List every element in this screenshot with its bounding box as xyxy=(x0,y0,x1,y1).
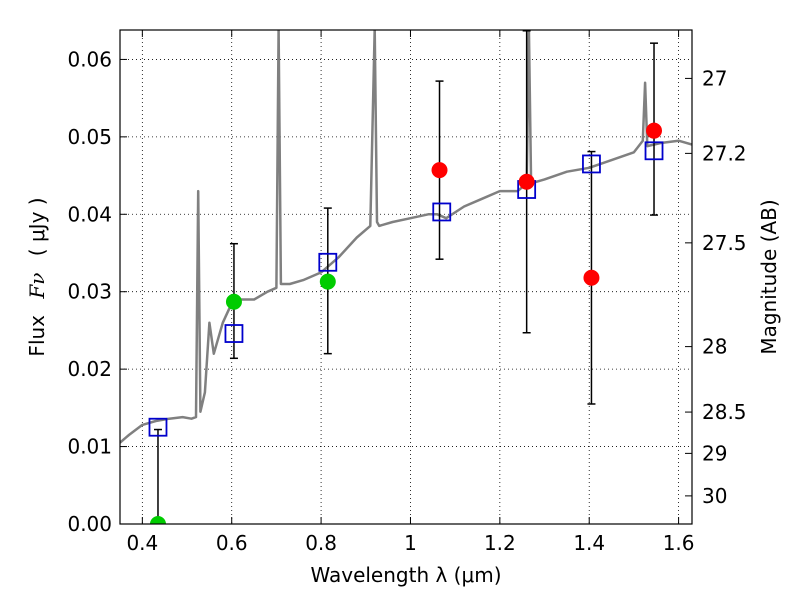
y2-tick-label: 27 xyxy=(702,66,727,90)
y2-axis-label: Magnitude (AB) xyxy=(757,199,781,354)
plot-frame xyxy=(119,29,693,525)
x-tick-label: 0.6 xyxy=(216,531,248,555)
y2-tick-label: 29 xyxy=(702,441,727,465)
marker-layer xyxy=(148,122,664,524)
ticks: 0.4 0.6 0.8 1 1.2 1.4 1.6 0.00 0.01 0.02 0.03 0.04 0… xyxy=(67,30,747,555)
upper-limit-point xyxy=(518,173,535,190)
svg-text:Flux Fν ( μJy ): Flux Fν ( μJy ) xyxy=(25,197,49,356)
y-axis-label-prefix: Flux xyxy=(25,315,49,357)
y-tick-label: 0.02 xyxy=(67,357,112,381)
detection-point xyxy=(225,293,242,310)
upper-limit-point xyxy=(583,269,600,286)
model-flux-square xyxy=(644,141,664,161)
model-flux-square xyxy=(318,252,338,272)
y2-tick-label: 27.5 xyxy=(702,231,747,255)
model-flux-square xyxy=(582,154,601,174)
y2-tick-label: 28.5 xyxy=(702,400,747,424)
y-axis-label-symbol: Fν xyxy=(25,273,49,300)
upper-limit-point xyxy=(431,162,448,179)
y2-tick-label: 27.2 xyxy=(702,141,747,165)
upper-limit-point xyxy=(646,122,663,139)
spectrum-line xyxy=(120,30,692,444)
y-tick-label: 0.00 xyxy=(67,512,112,536)
x-tick-label: 1.6 xyxy=(663,531,695,555)
spectrum-layer xyxy=(120,30,692,444)
y-axis-label: Flux Fν ( μJy ) xyxy=(25,197,49,356)
y-tick-label: 0.04 xyxy=(67,202,112,226)
y-tick-label: 0.03 xyxy=(67,280,112,304)
x-tick-label: 1.2 xyxy=(484,531,516,555)
y-tick-label: 0.01 xyxy=(67,435,112,459)
model-flux-square xyxy=(224,324,244,343)
y-tick-label: 0.05 xyxy=(67,125,112,149)
detection-point xyxy=(149,516,166,524)
model-flux-square xyxy=(432,202,452,222)
model-flux-square xyxy=(148,417,168,437)
x-tick-label: 1.4 xyxy=(573,531,605,555)
x-tick-label: 1 xyxy=(404,531,417,555)
y2-tick-label: 30 xyxy=(702,484,727,508)
y-axis-label-unit: ( μJy ) xyxy=(25,197,49,256)
x-axis-label: Wavelength λ (μm) xyxy=(310,563,501,587)
detection-point xyxy=(319,273,336,290)
x-tick-label: 0.8 xyxy=(305,531,337,555)
x-tick-label: 0.4 xyxy=(126,531,158,555)
y-tick-label: 0.06 xyxy=(67,47,112,71)
y2-tick-label: 28 xyxy=(702,335,727,359)
y2-axis-label-text: Magnitude (AB) xyxy=(757,199,781,354)
